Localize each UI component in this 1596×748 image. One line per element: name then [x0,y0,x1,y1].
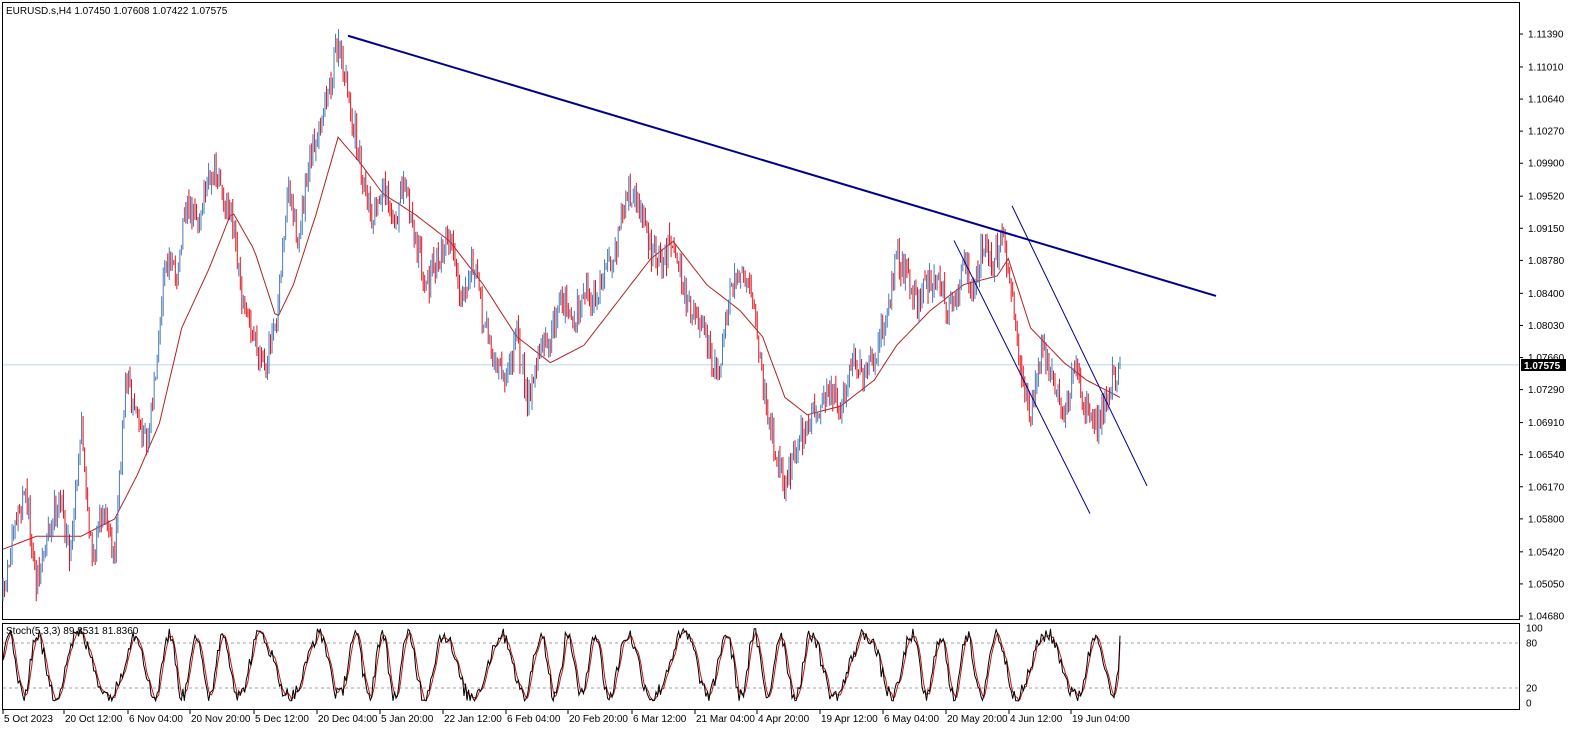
time-tick-label: 19 Jun 04:00 [1072,714,1130,725]
stochastic-signal-line [2,628,1121,702]
time-tick-label: 5 Dec 12:00 [255,714,309,725]
price-tick-label: 1.07290 [1528,385,1565,396]
price-tick-label: 1.11390 [1528,30,1564,41]
time-tick-label: 6 Nov 04:00 [129,714,183,725]
price-tick-label: 1.09520 [1528,192,1565,203]
channel-upper-line[interactable] [1011,205,1148,487]
price-tick-label: 1.08780 [1528,256,1565,267]
time-tick-label: 20 Nov 20:00 [191,714,251,725]
candlesticks-layer [2,28,1121,602]
price-panel-frame [2,2,1520,620]
price-tick-label: 1.10270 [1528,127,1565,138]
chart-header-text: EURUSD.s,H4 1.07450 1.07608 1.07422 1.07… [6,6,228,17]
time-tick-label: 5 Jan 20:00 [381,714,434,725]
current-price-label: 1.07575 [1524,361,1561,372]
price-tick-label: 1.09150 [1528,224,1565,235]
price-tick-label: 1.04680 [1528,612,1565,623]
time-tick-label: 6 Mar 12:00 [633,714,687,725]
price-tick-label: 1.06540 [1528,450,1565,461]
moving-average-line [2,136,1121,550]
resistance-trendline[interactable] [347,34,1217,297]
time-tick-label: 4 Jun 12:00 [1010,714,1063,725]
time-tick-label: 5 Oct 2023 [4,714,53,725]
price-tick-label: 1.05050 [1528,579,1565,590]
time-axis: 5 Oct 2023 20 Oct 12:00 6 Nov 04:00 20 Nov … [2,710,1130,725]
time-tick-label: 4 Apr 20:00 [758,714,810,725]
time-tick-label: 22 Jan 12:00 [444,714,502,725]
channel-lower-line[interactable] [953,240,1091,514]
stochastic-tick-label: 80 [1526,639,1538,650]
stochastic-tick-label: 100 [1526,624,1543,635]
time-tick-label: 20 Dec 04:00 [318,714,378,725]
stochastic-main-line [2,626,1121,703]
stochastic-tick-label: 20 [1526,684,1538,695]
time-tick-label: 21 Mar 04:00 [696,714,755,725]
stochastic-axis: 100 80 20 0 [1526,624,1543,710]
stochastic-tick-label: 0 [1526,699,1532,710]
time-tick-label: 6 May 04:00 [884,714,939,725]
stochastic-label: Stoch(5,3,3) 89.8531 81.8360 [6,626,139,637]
stochastic-lines-layer [2,626,1519,703]
time-tick-label: 20 May 20:00 [947,714,1008,725]
price-axis: 1.11390 1.11010 1.10640 1.10270 1.09900 1.095… [1519,30,1565,623]
time-tick-label: 20 Oct 12:00 [65,714,123,725]
price-tick-label: 1.05800 [1528,514,1565,525]
price-tick-label: 1.10640 [1528,95,1565,106]
price-tick-label: 1.11010 [1528,62,1564,73]
time-tick-label: 6 Feb 04:00 [507,714,561,725]
moving-average-layer [2,136,1121,550]
drawn-lines-layer[interactable] [347,34,1217,514]
price-tick-label: 1.09900 [1528,159,1565,170]
price-tick-label: 1.07660 [1528,353,1565,364]
price-tick-label: 1.05420 [1528,547,1565,558]
time-tick-label: 19 Apr 12:00 [821,714,878,725]
price-tick-label: 1.06170 [1528,482,1565,493]
current-price-badge [1521,359,1566,371]
price-tick-label: 1.08030 [1528,321,1565,332]
stochastic-panel-frame [2,623,1520,710]
price-tick-label: 1.06910 [1528,418,1565,429]
time-tick-label: 20 Feb 20:00 [569,714,628,725]
price-tick-label: 1.08400 [1528,289,1565,300]
